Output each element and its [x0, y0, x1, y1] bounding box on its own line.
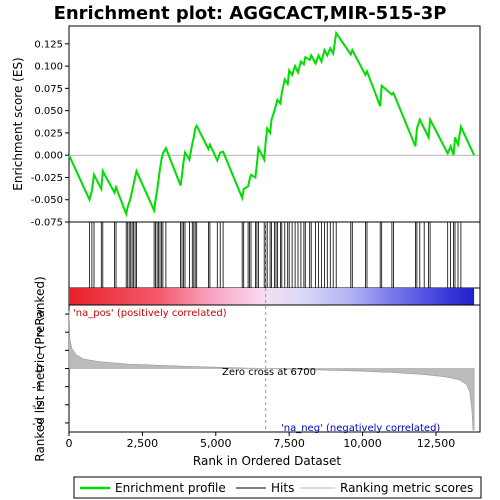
metric-y-tick-label: -3 [32, 417, 43, 430]
zero-cross-label: Zero cross at 6700 [222, 367, 316, 378]
es-y-tick-label: 0.025 [34, 128, 63, 139]
es-y-tick-label: 0.075 [34, 84, 63, 95]
es-y-tick-label: -0.075 [31, 218, 63, 229]
es-panel: -0.075 -0.050 -0.025 0.000 0.025 0.050 0.075 0.… [11, 25, 481, 229]
chart-title: Enrichment plot: AGGCACT,MIR-515-3P [54, 3, 447, 24]
negative-correlation-label: 'na_neg' (negatively correlated) [281, 423, 440, 434]
es-y-axis: -0.075 -0.050 -0.025 0.000 0.025 0.050 0.075 0.… [31, 39, 69, 229]
metric-y-tick-label: 3 [36, 308, 43, 321]
positive-correlation-label: 'na_pos' (positively correlated) [73, 308, 227, 319]
rank-x-axis: 0 2,500 5,000 7,500 10,000 12,500 [66, 432, 456, 450]
es-y-tick-label: 0.050 [34, 106, 63, 117]
x-axis-label: Rank in Ordered Dataset [193, 454, 341, 468]
es-y-tick-label: 0.125 [34, 39, 63, 50]
metric-y-tick-label: -1 [32, 381, 43, 394]
hit-markers [89, 222, 462, 288]
hits-panel [68, 221, 481, 289]
metric-y-tick-label: 0 [36, 363, 43, 376]
metric-y-axis: -3 -2 -1 0 1 2 3 [32, 308, 69, 430]
ranking-metric-area [68, 310, 475, 431]
metric-y-tick-label: 2 [36, 326, 43, 339]
es-y-tick-label: 0.100 [34, 62, 63, 73]
legend-label-hits: Hits [271, 481, 294, 495]
legend-label-enrichment-profile: Enrichment profile [115, 481, 226, 495]
legend-label-ranking-metric: Ranking metric scores [340, 481, 473, 495]
x-tick-label: 0 [66, 437, 73, 450]
enrichment-profile-line [68, 30, 476, 218]
x-tick-label: 5,000 [200, 437, 232, 450]
es-panel-frame [68, 25, 481, 223]
x-tick-label: 10,000 [343, 437, 382, 450]
x-tick-label: 2,500 [127, 437, 159, 450]
metric-y-tick-label: 1 [36, 344, 43, 357]
es-y-axis-label: Enrichment score (ES) [11, 57, 25, 190]
rank-color-bar-fill [69, 288, 475, 305]
metric-y-axis-label: Ranked list metric (PreRanked) [33, 276, 47, 461]
legend-frame [73, 476, 482, 499]
metric-y-tick-label: -2 [32, 399, 43, 412]
rank-color-bar [68, 287, 481, 306]
x-tick-label: 7,500 [273, 437, 305, 450]
es-y-tick-label: -0.050 [31, 195, 63, 206]
legend: Enrichment profile Hits Ranking metric s… [73, 476, 482, 499]
x-tick-label: 12,500 [417, 437, 456, 450]
es-y-tick-label: -0.025 [31, 173, 63, 184]
es-y-tick-label: 0.000 [34, 151, 63, 162]
